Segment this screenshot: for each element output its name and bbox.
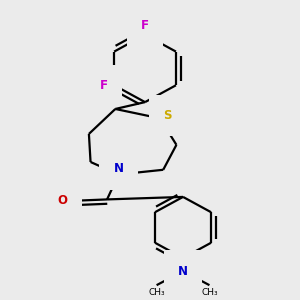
Text: O: O — [58, 194, 68, 208]
Text: F: F — [141, 19, 149, 32]
Text: F: F — [100, 79, 108, 92]
Text: N: N — [114, 162, 124, 176]
Text: CH₃: CH₃ — [201, 288, 218, 297]
Text: CH₃: CH₃ — [148, 288, 165, 297]
Text: N: N — [178, 265, 188, 278]
Text: S: S — [163, 109, 171, 122]
